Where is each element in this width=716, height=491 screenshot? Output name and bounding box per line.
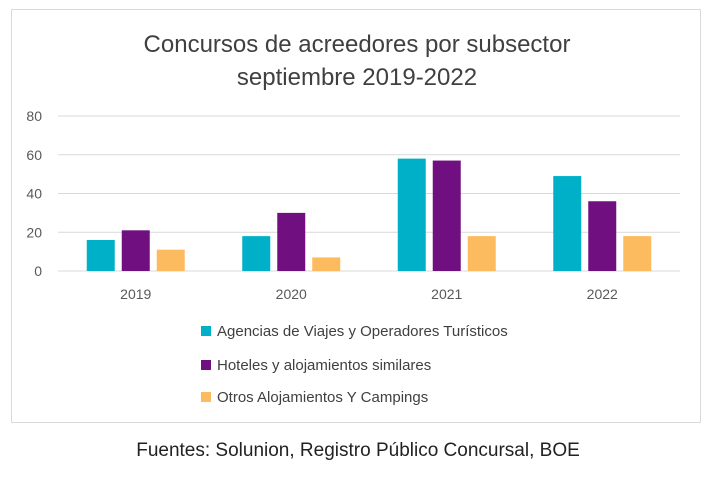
y-tick-label: 80 — [26, 108, 42, 124]
chart-subtitle: septiembre 2019-2022 — [237, 64, 477, 91]
bar — [121, 230, 150, 271]
chart-title: Concursos de acreedores por subsector — [144, 31, 571, 58]
bar — [623, 236, 652, 271]
bar — [432, 160, 461, 271]
x-tick-label: 2021 — [431, 286, 462, 302]
x-tick-label: 2020 — [276, 286, 307, 302]
bar — [242, 236, 271, 271]
x-tick-label: 2022 — [587, 286, 618, 302]
bar — [467, 236, 496, 271]
legend-swatch — [201, 326, 211, 336]
legend-swatch — [201, 392, 211, 402]
bar — [277, 212, 306, 271]
bar — [156, 249, 185, 271]
bar — [86, 240, 115, 271]
x-tick-label: 2019 — [120, 286, 151, 302]
legend-label: Hoteles y alojamientos similares — [217, 357, 431, 374]
legend-label: Otros Alojamientos Y Campings — [217, 389, 428, 406]
source-note: Fuentes: Solunion, Registro Público Conc… — [136, 440, 580, 461]
bar — [397, 158, 426, 271]
bar — [553, 176, 582, 271]
chart-frame — [11, 9, 701, 423]
y-tick-label: 20 — [26, 224, 42, 240]
bar — [588, 201, 617, 271]
legend-swatch — [201, 360, 211, 370]
legend-label: Agencias de Viajes y Operadores Turístic… — [217, 323, 508, 340]
y-tick-label: 60 — [26, 147, 42, 163]
bar-chart: Concursos de acreedores por subsector sep… — [26, 31, 680, 406]
bar — [312, 257, 341, 271]
y-tick-label: 0 — [34, 263, 42, 279]
y-tick-label: 40 — [26, 186, 42, 202]
